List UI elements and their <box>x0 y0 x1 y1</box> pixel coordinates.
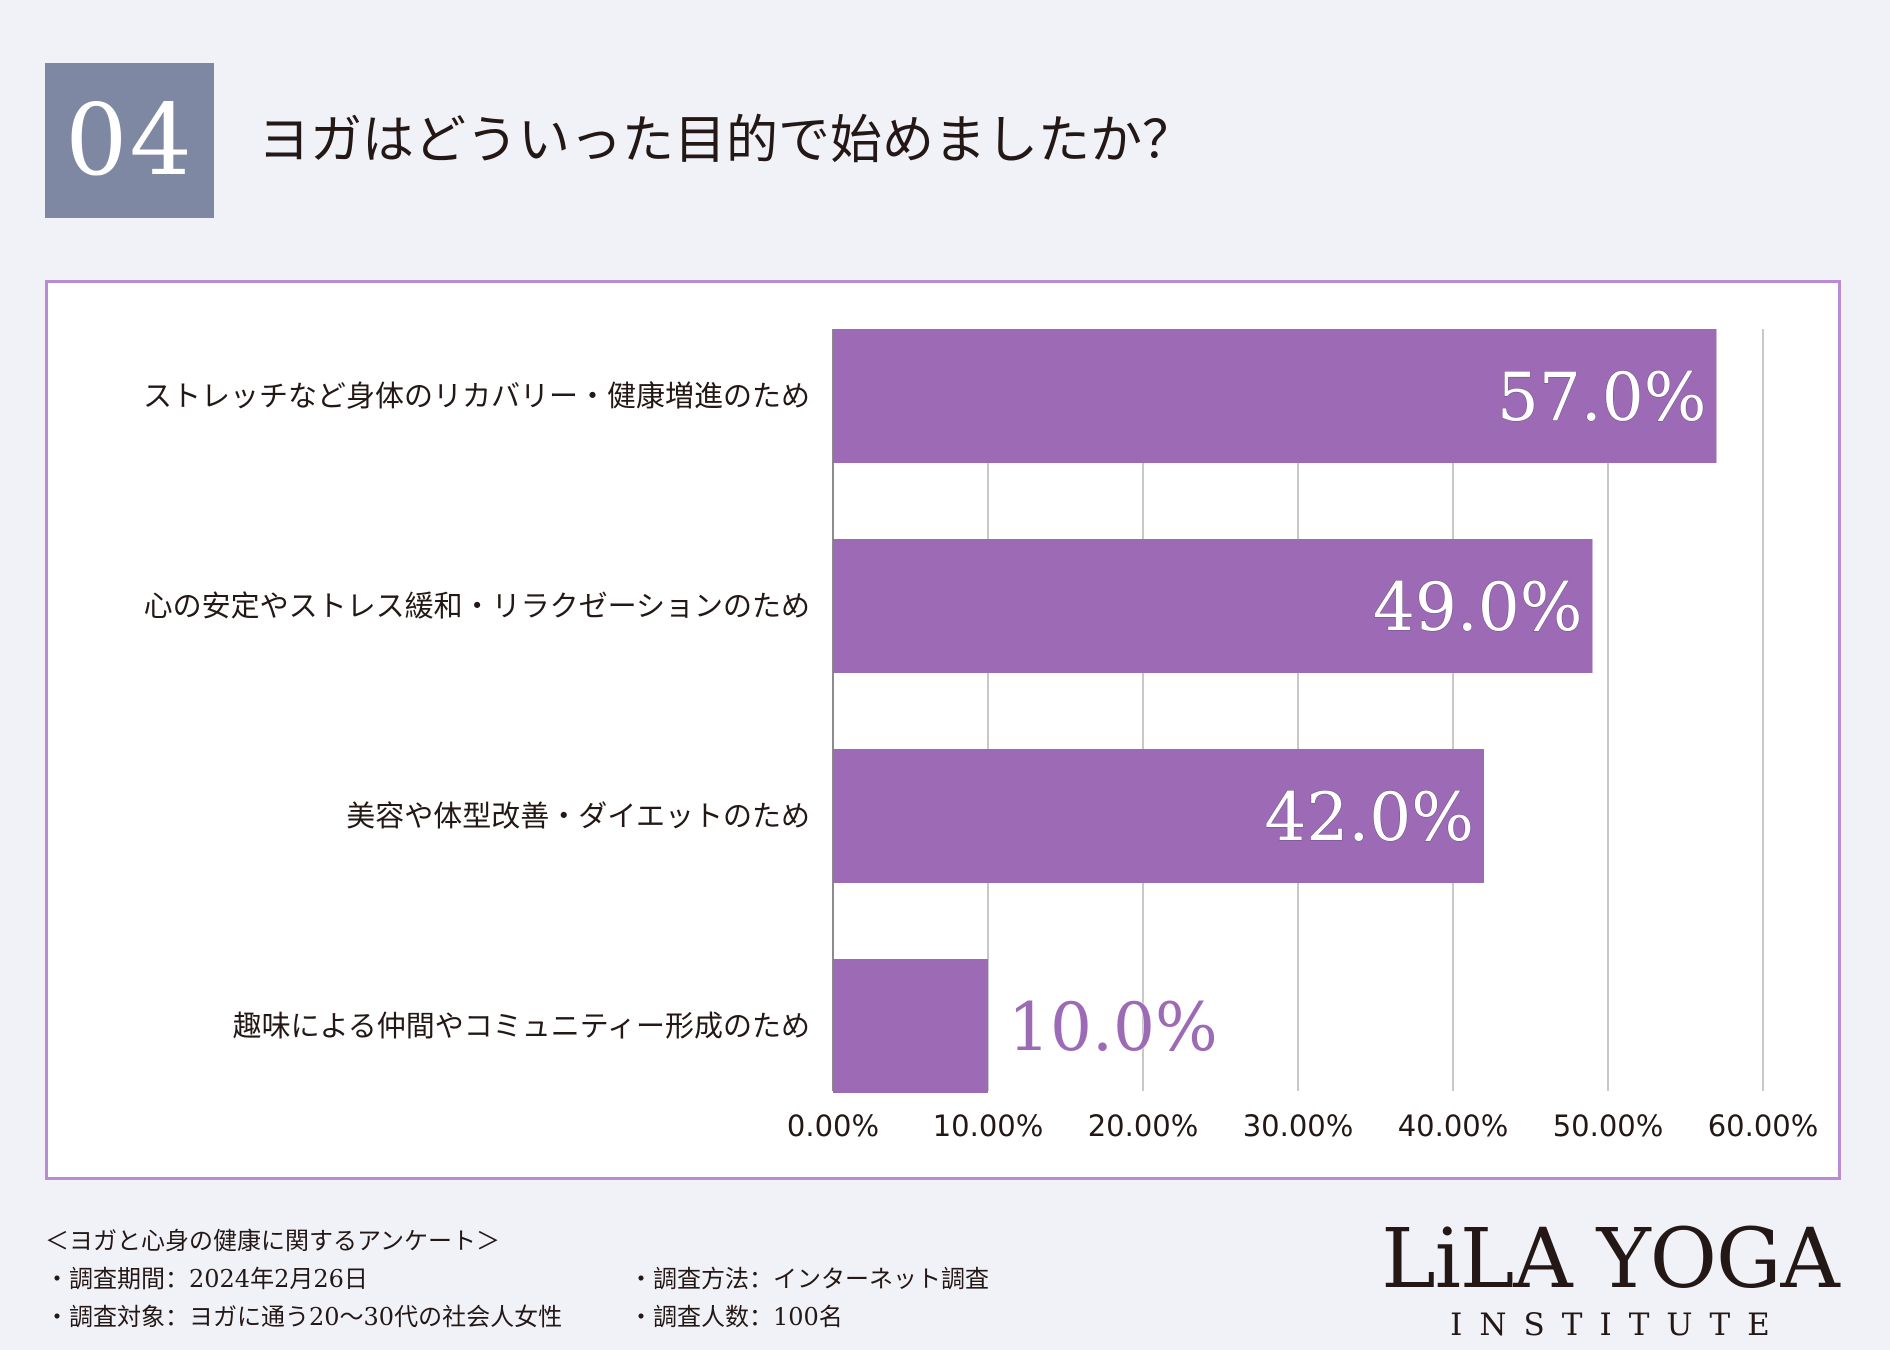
survey-target: ・調査対象：ヨガに通う20〜30代の社会人女性 <box>45 1303 563 1331</box>
survey-method: ・調査方法：インターネット調査 <box>629 1265 989 1293</box>
x-tick-label-5: 50.00% <box>1553 1109 1664 1143</box>
survey-heading: ＜ヨガと心身の健康に関するアンケート＞ <box>45 1227 501 1255</box>
x-tick-label-0: 0.00% <box>787 1109 879 1143</box>
x-tick-label-2: 20.00% <box>1088 1109 1199 1143</box>
question-number-badge: 04 <box>45 63 214 218</box>
logo-sub-text: INSTITUTE <box>1450 1307 1787 1343</box>
value-label-3: 42.0% <box>1264 779 1474 856</box>
x-tick-label-4: 40.00% <box>1398 1109 1509 1143</box>
survey-count: ・調査人数：100名 <box>629 1303 843 1331</box>
x-tick-label-1: 10.00% <box>933 1109 1044 1143</box>
category-label-2: 心の安定やストレス緩和・リラクゼーションのため <box>144 589 810 623</box>
chart-frame: ストレッチなど身体のリカバリー・健康増進のため 57.0% 心の安定やストレス緩和・… <box>45 280 1841 1180</box>
bar-1 <box>833 329 1717 463</box>
brand-logo: LiLA YOGA INSTITUTE <box>1380 1215 1840 1345</box>
value-label-2: 49.0% <box>1373 569 1583 646</box>
x-tick-label-6: 60.00% <box>1708 1109 1819 1143</box>
page-title: ヨガはどういった目的で始めましたか？ <box>258 111 1195 171</box>
bar-chart: ストレッチなど身体のリカバリー・健康増進のため 57.0% 心の安定やストレス緩和・… <box>143 329 1819 1143</box>
category-label-4: 趣味による仲間やコミュニティー形成のため <box>233 1009 810 1043</box>
category-label-3: 美容や体型改善・ダイエットのため <box>346 799 810 833</box>
bar-3 <box>833 749 1484 883</box>
survey-period: ・調査期間：2024年2月26日 <box>45 1265 368 1293</box>
bar-4 <box>833 959 988 1093</box>
bar-2 <box>833 539 1593 673</box>
logo-main-text: LiLA YOGA <box>1381 1212 1840 1307</box>
x-tick-label-3: 30.00% <box>1243 1109 1354 1143</box>
value-label-1: 57.0% <box>1497 359 1707 436</box>
value-label-4: 10.0% <box>1008 989 1218 1066</box>
category-label-1: ストレッチなど身体のリカバリー・健康増進のため <box>143 379 810 413</box>
question-number: 04 <box>65 83 194 198</box>
survey-notes: ＜ヨガと心身の健康に関するアンケート＞ ・調査期間：2024年2月26日 ・調査… <box>45 1222 1045 1336</box>
